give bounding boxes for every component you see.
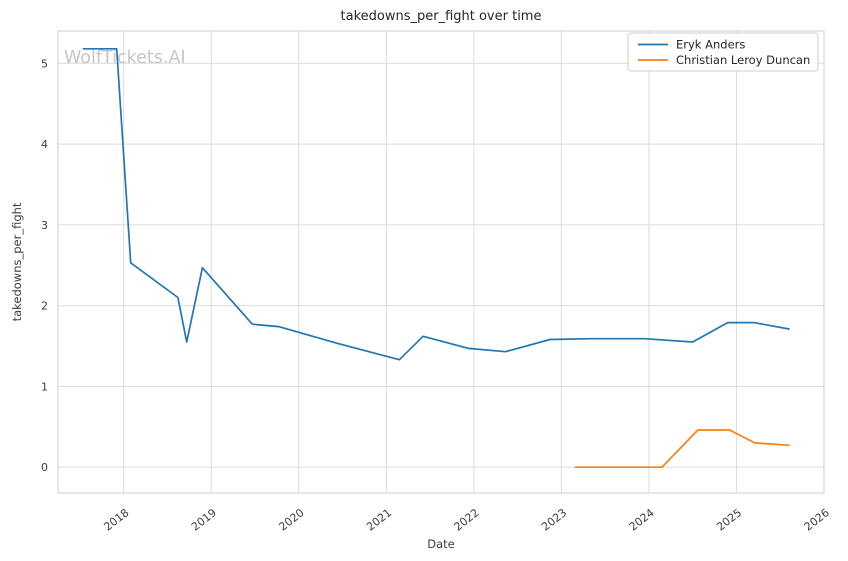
- y-tick-label-0: 0: [41, 461, 48, 474]
- x-tick-label-2020: 2020: [277, 506, 307, 533]
- y-tick-label-2: 2: [41, 300, 48, 313]
- y-tick-labels: 0 1 2 3 4 5: [41, 57, 48, 474]
- x-tick-label-2024: 2024: [627, 506, 657, 533]
- legend-label-christian-leroy-duncan: Christian Leroy Duncan: [676, 53, 810, 67]
- series-line-christian-leroy-duncan: [574, 429, 790, 469]
- y-tick-label-4: 4: [41, 138, 48, 151]
- x-tick-label-2019: 2019: [189, 506, 219, 533]
- watermark: WolfTickets.AI: [64, 48, 186, 68]
- x-axis-label: Date: [427, 537, 455, 551]
- series-line-eryk-anders: [82, 47, 790, 361]
- y-tick-label-1: 1: [41, 380, 48, 393]
- data-series: [82, 47, 790, 469]
- legend-label-eryk-anders: Eryk Anders: [676, 38, 745, 52]
- x-tick-labels: 2018 2019 2020 2021 2022 2023 2024 2025 2026: [101, 506, 831, 533]
- gridlines: [58, 31, 825, 493]
- x-tick-label-2026: 2026: [802, 506, 832, 533]
- x-tick-label-2018: 2018: [101, 506, 131, 533]
- y-axis-label: takedowns_per_fight: [10, 202, 24, 321]
- legend-box: [627, 32, 819, 72]
- x-tick-label-2021: 2021: [364, 506, 394, 533]
- y-tick-label-5: 5: [41, 57, 48, 70]
- x-tick-label-2023: 2023: [539, 506, 569, 533]
- y-tick-label-3: 3: [41, 219, 48, 232]
- x-tick-label-2025: 2025: [714, 506, 744, 533]
- chart-title: takedowns_per_fight over time: [341, 9, 542, 24]
- x-tick-label-2022: 2022: [452, 506, 482, 533]
- plot-border: [57, 30, 825, 494]
